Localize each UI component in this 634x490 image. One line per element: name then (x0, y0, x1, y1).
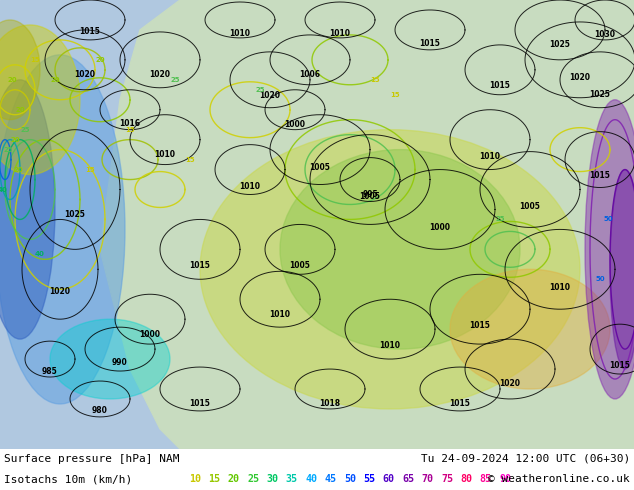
Ellipse shape (0, 20, 40, 120)
Text: 20: 20 (13, 167, 23, 172)
Text: 1015: 1015 (420, 39, 441, 49)
Text: 25: 25 (3, 147, 13, 152)
Text: 1016: 1016 (119, 119, 141, 128)
Text: 70: 70 (422, 474, 434, 484)
Text: 1015: 1015 (609, 361, 630, 369)
Text: 1015: 1015 (590, 171, 611, 180)
Text: 25: 25 (256, 87, 265, 93)
Text: 1020: 1020 (49, 287, 70, 296)
Ellipse shape (0, 25, 80, 174)
Text: 1015: 1015 (470, 320, 491, 330)
Text: 65: 65 (402, 474, 414, 484)
Text: 15: 15 (85, 167, 95, 172)
Text: 80: 80 (460, 474, 472, 484)
Text: 1020: 1020 (75, 70, 96, 79)
Text: Tu 24-09-2024 12:00 UTC (06+30): Tu 24-09-2024 12:00 UTC (06+30) (421, 454, 630, 464)
Text: 15: 15 (30, 57, 40, 63)
Text: 75: 75 (441, 474, 453, 484)
Text: 1005: 1005 (359, 192, 380, 201)
Text: 15: 15 (370, 77, 380, 83)
Text: 1010: 1010 (269, 310, 290, 318)
Text: 15: 15 (125, 126, 135, 133)
Text: 1010: 1010 (230, 29, 250, 38)
Text: 1000: 1000 (429, 223, 451, 232)
Text: 50: 50 (595, 276, 605, 282)
Text: 25: 25 (495, 217, 505, 222)
Text: 985: 985 (42, 367, 58, 375)
Text: 85: 85 (480, 474, 492, 484)
Text: 25: 25 (20, 126, 30, 133)
Ellipse shape (0, 80, 55, 339)
Text: 1025: 1025 (65, 210, 86, 219)
Polygon shape (100, 0, 634, 449)
Text: 20: 20 (50, 77, 60, 83)
Text: 90: 90 (499, 474, 511, 484)
Text: 1030: 1030 (595, 30, 616, 39)
Text: 1000: 1000 (139, 330, 160, 339)
Text: Surface pressure [hPa] NAM: Surface pressure [hPa] NAM (4, 454, 179, 464)
Text: 1015: 1015 (190, 261, 210, 270)
Text: 20: 20 (15, 107, 25, 113)
Ellipse shape (50, 319, 170, 399)
Text: 1010: 1010 (330, 29, 351, 38)
Text: 1006: 1006 (299, 70, 321, 79)
Ellipse shape (450, 270, 610, 389)
Text: 20: 20 (228, 474, 240, 484)
Text: 995: 995 (362, 190, 378, 199)
Text: © weatheronline.co.uk: © weatheronline.co.uk (488, 474, 630, 484)
Text: 50: 50 (344, 474, 356, 484)
Ellipse shape (0, 55, 125, 404)
Text: 1005: 1005 (290, 261, 311, 270)
Text: 1010: 1010 (380, 341, 401, 349)
Text: 30: 30 (266, 474, 278, 484)
Text: 20: 20 (7, 77, 17, 83)
Text: 1015: 1015 (79, 27, 100, 36)
Text: 1005: 1005 (519, 202, 540, 211)
Text: 1005: 1005 (309, 163, 330, 172)
Text: 25: 25 (171, 77, 180, 83)
Text: 15: 15 (185, 157, 195, 163)
Ellipse shape (610, 170, 634, 369)
Ellipse shape (280, 149, 520, 349)
Text: 15: 15 (390, 92, 400, 98)
Text: 40: 40 (0, 187, 8, 193)
Ellipse shape (585, 100, 634, 399)
Text: 1010: 1010 (155, 150, 176, 159)
Text: 1015: 1015 (190, 399, 210, 409)
Text: 1020: 1020 (259, 91, 280, 100)
Text: 20: 20 (95, 57, 105, 63)
Text: 1020: 1020 (150, 70, 171, 79)
Text: 1000: 1000 (285, 120, 306, 129)
Text: 1025: 1025 (550, 40, 571, 49)
Text: 50: 50 (603, 217, 613, 222)
Text: 25: 25 (247, 474, 259, 484)
Text: 10: 10 (189, 474, 201, 484)
Text: 40: 40 (35, 251, 45, 257)
Text: 20: 20 (10, 137, 20, 143)
Text: 45: 45 (325, 474, 337, 484)
Text: Isotachs 10m (km/h): Isotachs 10m (km/h) (4, 474, 132, 484)
Text: 1010: 1010 (240, 182, 261, 191)
Text: 1020: 1020 (569, 74, 590, 82)
Text: 1015: 1015 (450, 399, 470, 409)
Text: 1025: 1025 (590, 90, 611, 99)
Ellipse shape (200, 130, 580, 409)
Text: 40: 40 (306, 474, 317, 484)
Text: 1018: 1018 (320, 399, 340, 409)
Text: 15: 15 (209, 474, 221, 484)
Text: 1010: 1010 (479, 152, 500, 161)
Text: 1020: 1020 (500, 378, 521, 388)
Text: 1015: 1015 (489, 81, 510, 90)
Text: 980: 980 (92, 406, 108, 416)
Text: 35: 35 (286, 474, 298, 484)
Text: 60: 60 (383, 474, 395, 484)
Text: 1010: 1010 (550, 283, 571, 292)
Text: 990: 990 (112, 358, 128, 367)
Text: 55: 55 (363, 474, 375, 484)
